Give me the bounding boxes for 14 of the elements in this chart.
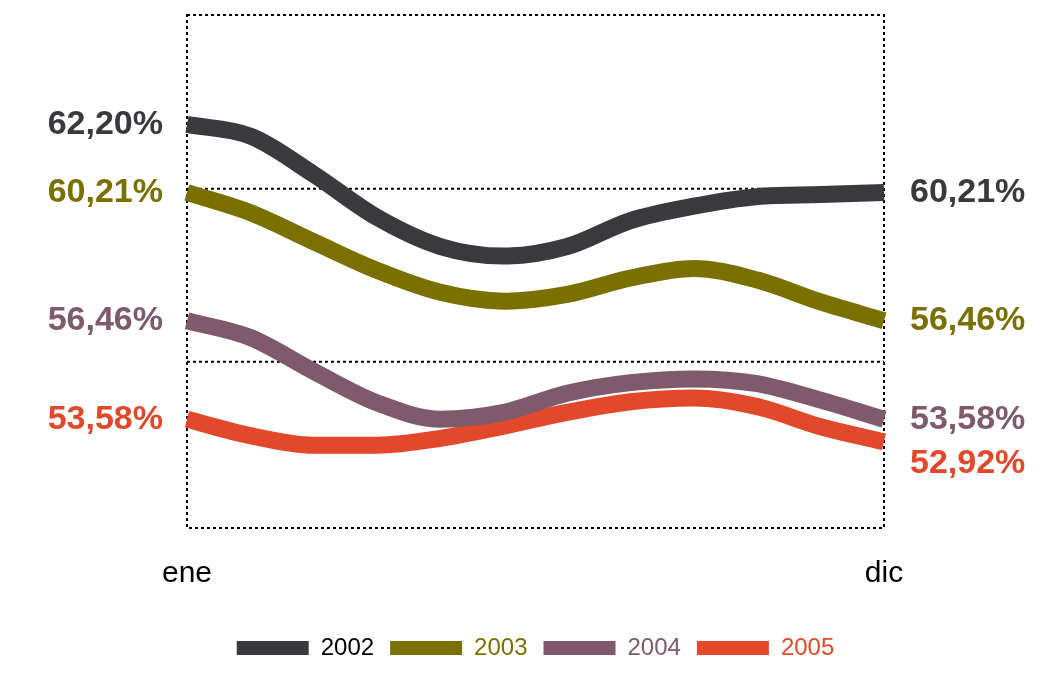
legend-label: 2003 xyxy=(474,632,528,660)
legend-label: 2005 xyxy=(780,632,835,660)
data-label: 53,58% xyxy=(910,397,1026,436)
x-tick-label: ene xyxy=(161,555,213,589)
data-label: 60,21% xyxy=(47,170,163,209)
data-label: 62,20% xyxy=(47,102,163,141)
legend-label: 2002 xyxy=(320,632,375,660)
x-tick-label: dic xyxy=(864,555,904,589)
data-label: 52,92% xyxy=(910,441,1026,480)
data-label: 56,46% xyxy=(910,299,1026,338)
data-label: 56,46% xyxy=(47,299,163,338)
data-label: 53,58% xyxy=(47,397,163,436)
legend-label: 2004 xyxy=(627,632,681,660)
data-label: 60,21% xyxy=(910,170,1026,209)
